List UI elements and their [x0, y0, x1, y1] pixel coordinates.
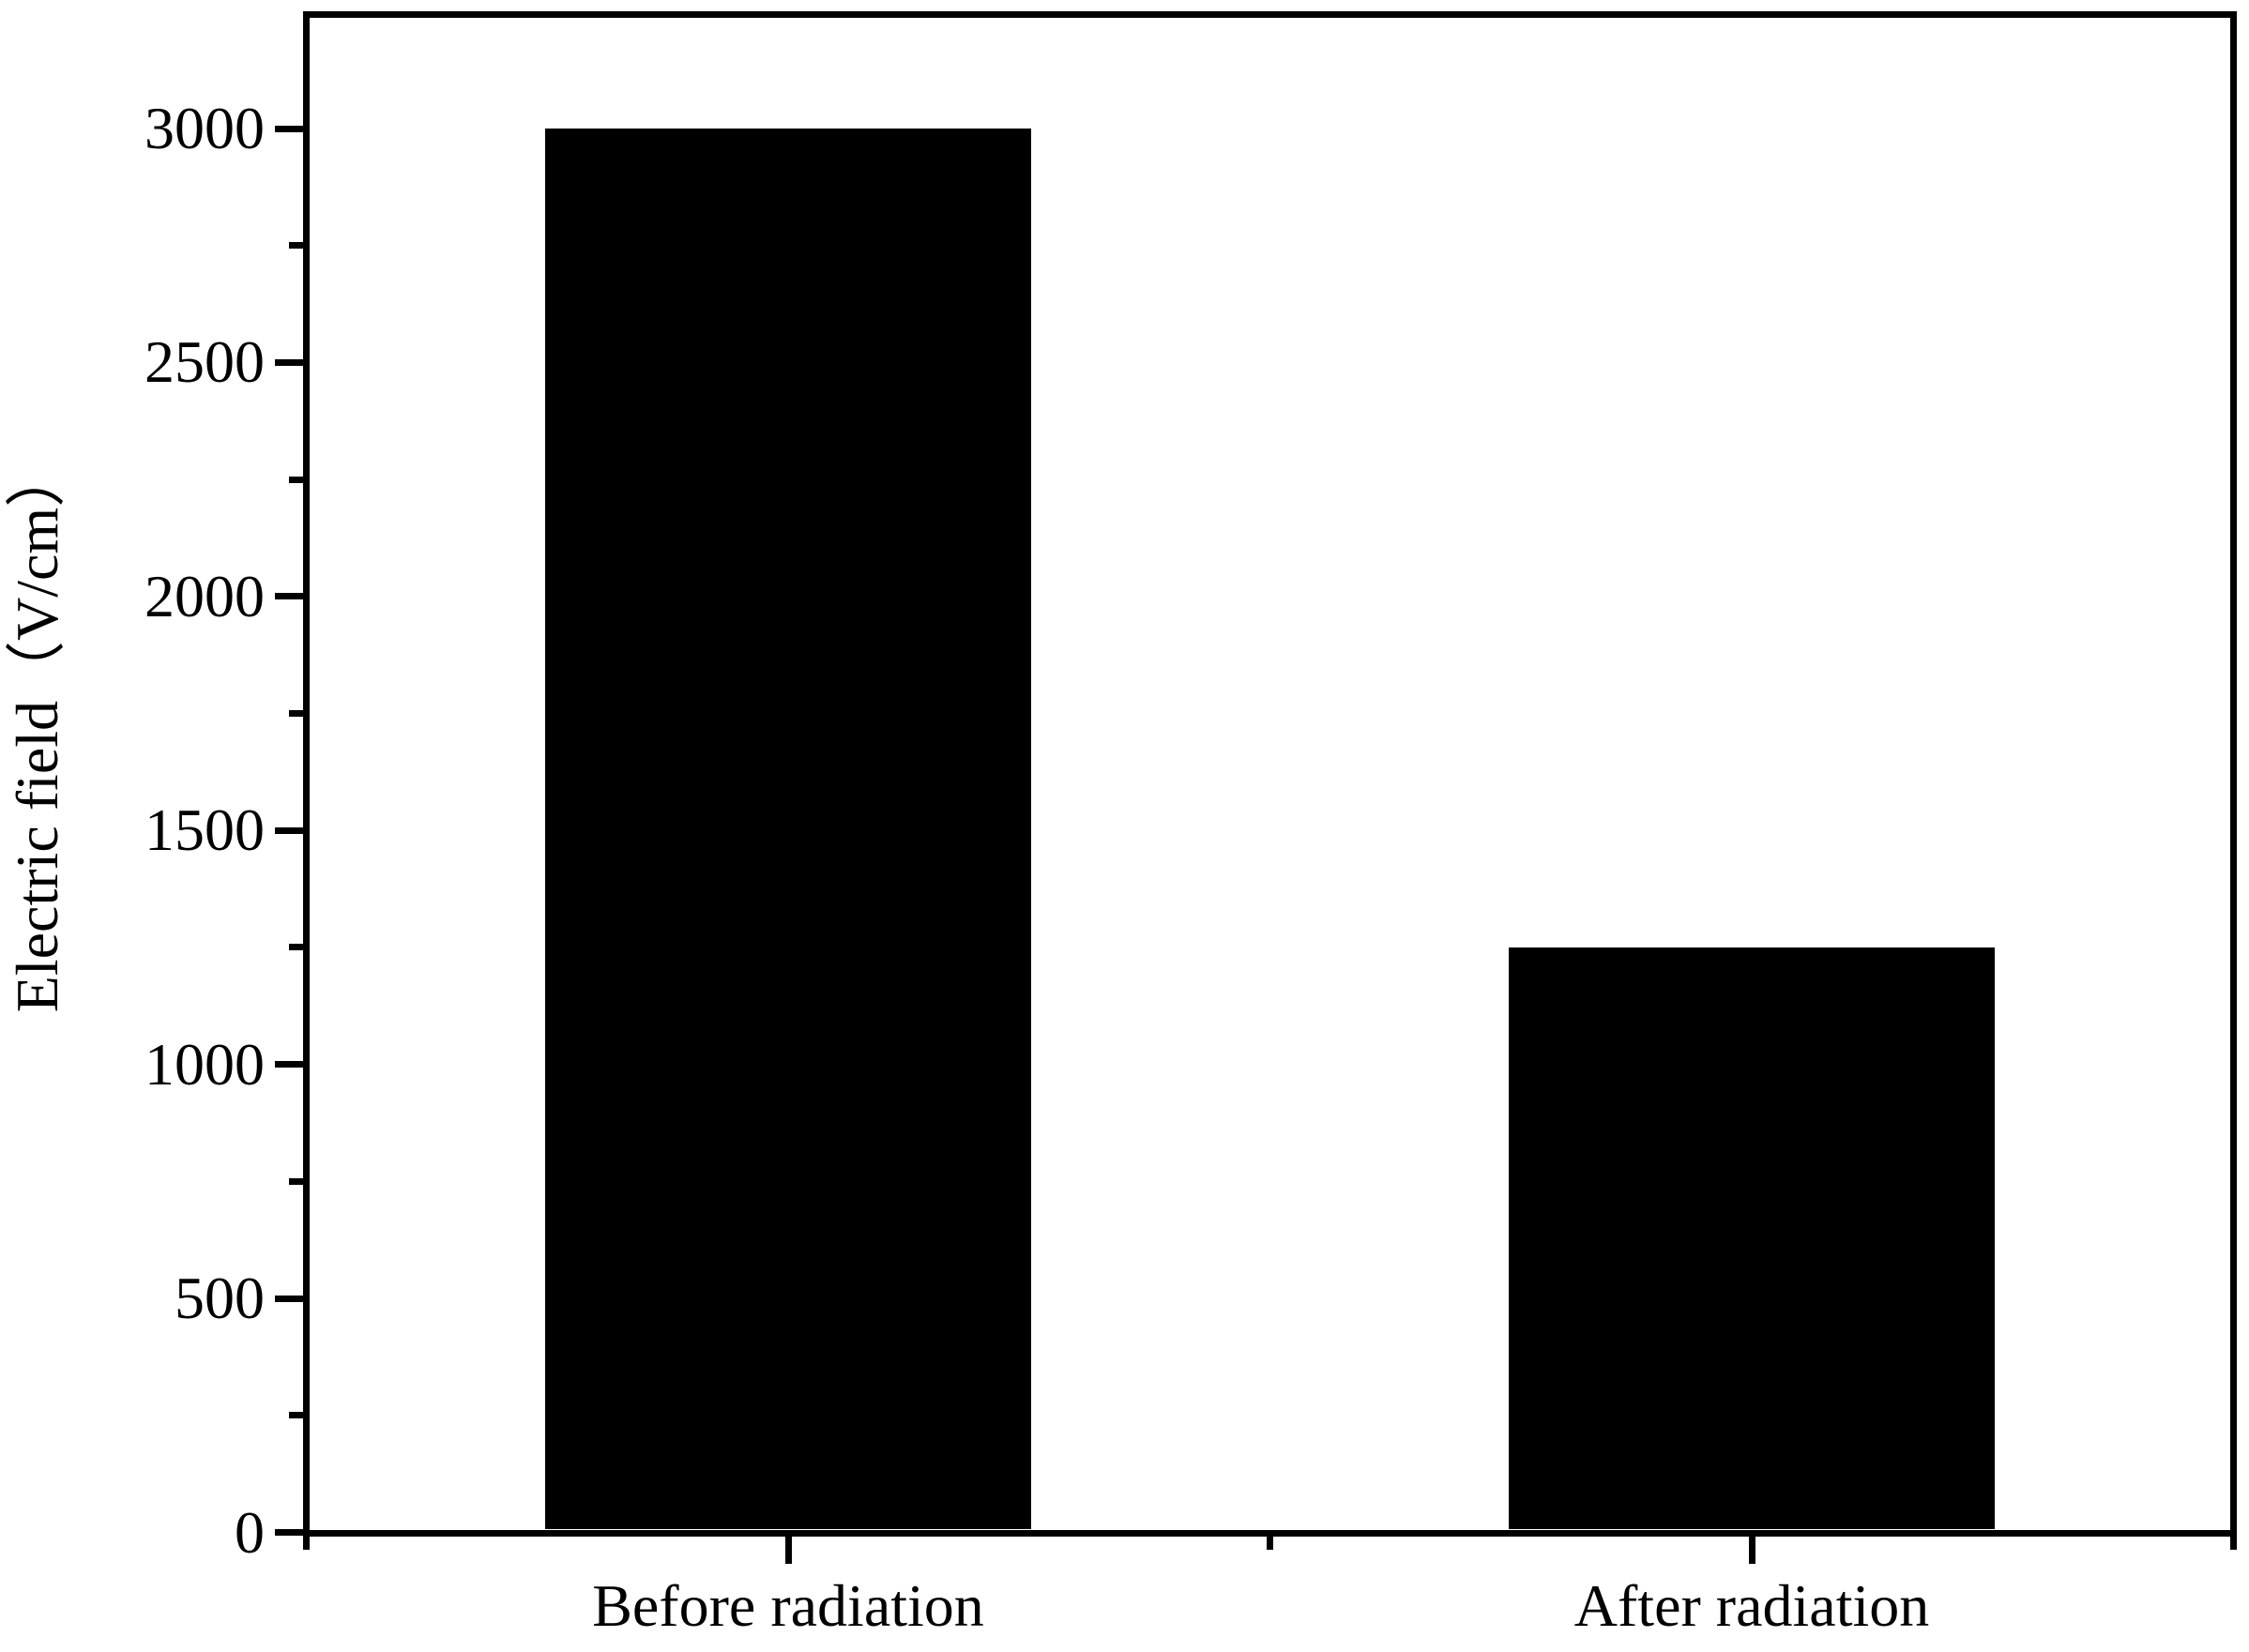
y-minor-tick — [289, 710, 303, 717]
y-tick-label: 0 — [235, 1499, 265, 1566]
y-major-tick — [275, 1296, 303, 1302]
y-minor-tick — [289, 242, 303, 249]
bar-1 — [545, 128, 1031, 1529]
y-major-tick — [275, 1529, 303, 1536]
y-minor-tick — [289, 1178, 303, 1185]
y-tick-label: 500 — [175, 1265, 265, 1331]
x-major-tick — [785, 1536, 792, 1564]
x-tick-label: After radiation — [1573, 1572, 1930, 1639]
x-minor-tick — [2230, 1536, 2237, 1550]
plot-frame — [303, 11, 2237, 1537]
y-tick-label: 2000 — [144, 563, 265, 629]
y-tick-label: 3000 — [144, 95, 265, 161]
y-major-tick — [275, 1061, 303, 1068]
y-minor-tick — [289, 1412, 303, 1418]
bar-2 — [1509, 947, 1995, 1529]
y-axis-title-text: Electric field（V/cm） — [4, 447, 70, 1013]
x-major-tick — [1749, 1536, 1755, 1564]
y-tick-label: 2500 — [144, 328, 265, 395]
y-major-tick — [275, 593, 303, 599]
y-major-tick — [275, 359, 303, 366]
y-major-tick — [275, 827, 303, 834]
y-major-tick — [275, 126, 303, 132]
y-minor-tick — [289, 477, 303, 483]
x-minor-tick — [303, 1536, 310, 1550]
y-minor-tick — [289, 944, 303, 950]
x-minor-tick — [1267, 1536, 1273, 1550]
y-tick-label: 1000 — [144, 1031, 265, 1098]
x-tick-label: Before radiation — [592, 1572, 984, 1639]
y-tick-label: 1500 — [144, 796, 265, 863]
